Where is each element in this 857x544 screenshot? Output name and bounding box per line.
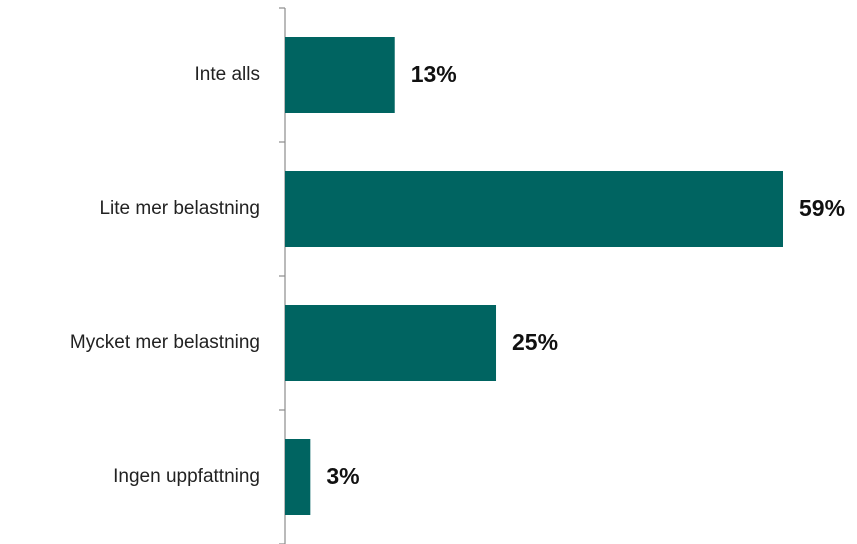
category-label-3: Mycket mer belastning <box>70 332 260 353</box>
bars-group <box>285 37 783 515</box>
category-labels: Inte alls Lite mer belastning Mycket mer b… <box>70 64 260 487</box>
bar-1 <box>285 37 395 113</box>
bar-4 <box>285 439 311 515</box>
value-label-3: 25% <box>512 329 558 355</box>
value-label-1: 13% <box>411 61 457 87</box>
category-label-4: Ingen uppfattning <box>113 466 260 487</box>
value-label-4: 3% <box>326 463 359 489</box>
value-labels: 13% 59% 25% 3% <box>326 61 845 489</box>
bar-3 <box>285 305 497 381</box>
bar-2 <box>285 171 783 247</box>
category-axis <box>279 7 286 544</box>
value-label-2: 59% <box>799 195 845 221</box>
category-label-1: Inte alls <box>195 64 260 85</box>
category-label-2: Lite mer belastning <box>99 198 260 219</box>
